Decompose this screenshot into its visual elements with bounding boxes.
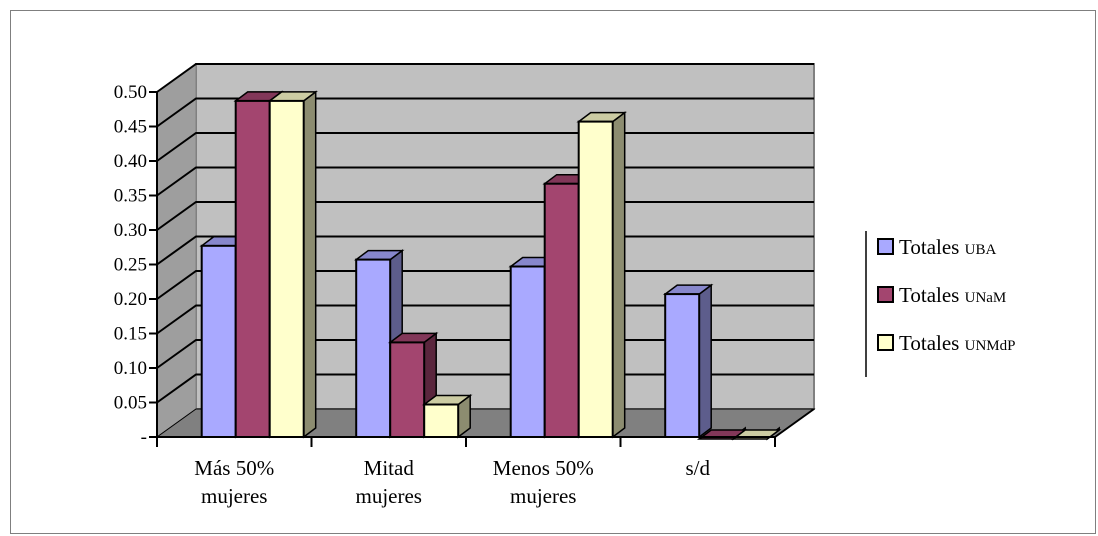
x-axis-labels: Más 50% mujeres Mitad mujeres Menos 50% mujer… [194, 456, 710, 508]
legend-swatch [877, 334, 894, 351]
bar-front [200, 244, 237, 438]
bar [576, 111, 627, 439]
y-axis-ticks: - 0.05 0.10 0.15 0.20 0.25 0.30 0.35 0.40 0.45 0.5… [114, 82, 157, 448]
x-category-label: s/d [685, 456, 710, 480]
y-tick-label: - [141, 427, 147, 448]
legend: Totales UBA Totales UNaM Totales UNMdP [865, 231, 1015, 377]
y-tick-label: 0.35 [114, 186, 147, 207]
bar [662, 283, 714, 439]
bar-front [577, 120, 614, 438]
y-tick-label: 0.40 [114, 151, 147, 172]
y-tick-label: 0.05 [114, 393, 147, 414]
legend-label: Totales UBA [899, 235, 996, 259]
bar-front [664, 293, 701, 438]
x-category-label: Menos 50% mujeres [493, 456, 594, 508]
bar-chart: - 0.05 0.10 0.15 0.20 0.25 0.30 0.35 0.40 0.45 0.5… [114, 63, 1015, 508]
bar-front [234, 99, 271, 439]
x-category-label: Mitad mujeres [356, 456, 422, 508]
y-tick-label: 0.10 [114, 358, 147, 379]
legend-item: Totales UNaM [877, 283, 1006, 307]
chart-frame: - 0.05 0.10 0.15 0.20 0.25 0.30 0.35 0.40 0.45 0.5… [10, 10, 1096, 534]
y-tick-label: 0.30 [114, 220, 147, 241]
bar-front [543, 182, 580, 438]
bar-side [302, 90, 317, 439]
bar-front [268, 99, 305, 439]
y-tick-label: 0.20 [114, 289, 147, 310]
legend-item: Totales UBA [877, 235, 996, 259]
gridline [156, 97, 814, 128]
bar-side [698, 283, 712, 439]
legend-label: Totales UNMdP [899, 331, 1015, 355]
bar [421, 394, 473, 439]
bar-front [509, 265, 546, 438]
bar-side [611, 111, 626, 439]
gridline [156, 63, 814, 93]
x-category-label: Más 50% mujeres [194, 456, 274, 508]
y-tick-label: 0.50 [114, 82, 147, 103]
y-tick-label: 0.15 [114, 324, 147, 345]
bar-front [389, 341, 426, 438]
y-tick-label: 0.25 [114, 255, 147, 276]
bar-front [423, 403, 460, 438]
x-axis-depth-line [774, 408, 815, 438]
bar [267, 90, 318, 439]
legend-swatch [877, 238, 894, 255]
bar-front [355, 258, 392, 438]
y-tick-label: 0.45 [114, 117, 147, 138]
legend-label: Totales UNaM [899, 283, 1006, 307]
legend-item: Totales UNMdP [877, 331, 1015, 355]
bar-group [199, 90, 782, 441]
legend-swatch [877, 286, 894, 303]
